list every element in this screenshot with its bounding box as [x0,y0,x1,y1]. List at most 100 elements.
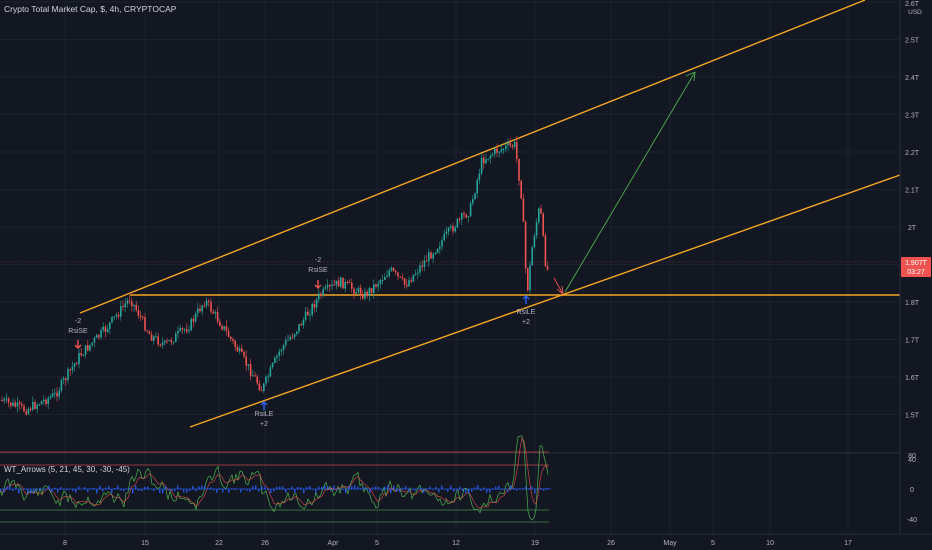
histogram-bar [147,486,149,490]
currency-label: USD [908,9,922,16]
histogram-bar [150,489,152,490]
candle [285,340,287,346]
candle [150,334,153,341]
candle [166,340,168,342]
candle [366,291,368,296]
candle [29,408,32,410]
histogram-bar [210,487,212,490]
candle [276,355,278,358]
histogram-bar [525,486,527,490]
candle [232,338,234,341]
price-tick: 2.3T [905,113,920,120]
candle [21,404,23,406]
histogram-bar [357,486,359,490]
histogram-bar [342,489,344,490]
histogram-bar [231,488,233,490]
histogram-bar [381,489,383,491]
candle [80,353,82,356]
candle [359,287,362,296]
candle [124,303,126,307]
candle [190,318,192,331]
candle [18,402,21,405]
candle [538,208,540,223]
histogram-bar [108,485,110,490]
candle [535,222,538,236]
trend-channel [79,0,901,428]
candle [95,334,98,338]
histogram-bar [153,489,155,492]
histogram-bar [309,485,311,490]
histogram-bar [186,489,188,493]
candle [472,199,474,204]
candle [320,293,322,296]
candle [408,280,410,287]
candle [87,345,89,351]
candle [289,337,291,340]
candle [263,383,265,392]
projection-arrowhead [685,71,696,82]
candle [485,159,487,164]
candle [474,193,476,200]
histogram-bar [72,489,74,492]
histogram-bar [432,489,434,490]
histogram-bar [177,485,179,490]
signal-label-top: RsiLE [255,411,274,418]
indicator-tick: 40 [908,457,916,464]
candle [76,363,78,365]
candle [89,344,91,351]
histogram-bar [537,489,539,490]
candle [461,213,463,220]
histogram-bar [360,488,362,490]
candle [126,300,129,304]
histogram-bar [276,486,278,490]
candle [337,280,340,287]
candle [450,226,452,228]
candle [452,226,454,232]
time-tick: 22 [215,540,223,547]
candle [122,305,124,307]
histogram-bar [48,485,50,490]
candle [214,312,217,314]
histogram-bar [435,486,437,490]
histogram-bar [540,487,542,490]
candle [3,399,5,401]
candle [458,218,461,220]
histogram-bar [510,485,512,490]
histogram-bar [198,486,200,490]
arrow-up-icon [260,401,268,410]
histogram-bar [66,489,68,491]
candle [447,227,450,232]
price-axis[interactable]: USD2.6T2.5T2.4T2.3T2.2T2.1T2T1.9T1.8T1.7… [899,0,931,534]
candle [379,280,382,284]
candle [267,376,269,378]
candle [144,317,146,331]
time-axis[interactable]: 8 15 22 26 Apr 5 12 19 26 May 5 10 17 [0,533,932,547]
candle [159,344,162,346]
candle [377,283,379,287]
time-tick: May [663,540,677,547]
signal-label-bottom: RsiSE [308,267,328,274]
candle [392,267,395,272]
candle [342,277,344,289]
histogram-bar [294,489,296,493]
histogram-bar [135,485,137,490]
histogram-bar [366,487,368,490]
time-tick: Apr [328,540,340,547]
candle [329,285,331,287]
candle [78,353,80,365]
histogram-bar [402,487,404,490]
histogram-bar [24,488,26,490]
candle [205,300,208,306]
histogram-bar [195,489,197,492]
channel-lower-line [189,174,901,428]
candle [351,282,353,289]
histogram-bar [468,489,470,494]
histogram-bar [36,489,38,491]
histogram-bar [396,489,398,492]
histogram-bar [54,487,56,490]
histogram-bar [261,486,263,490]
histogram-bar [180,488,182,490]
histogram-bar [0,489,2,491]
candle [133,304,135,307]
